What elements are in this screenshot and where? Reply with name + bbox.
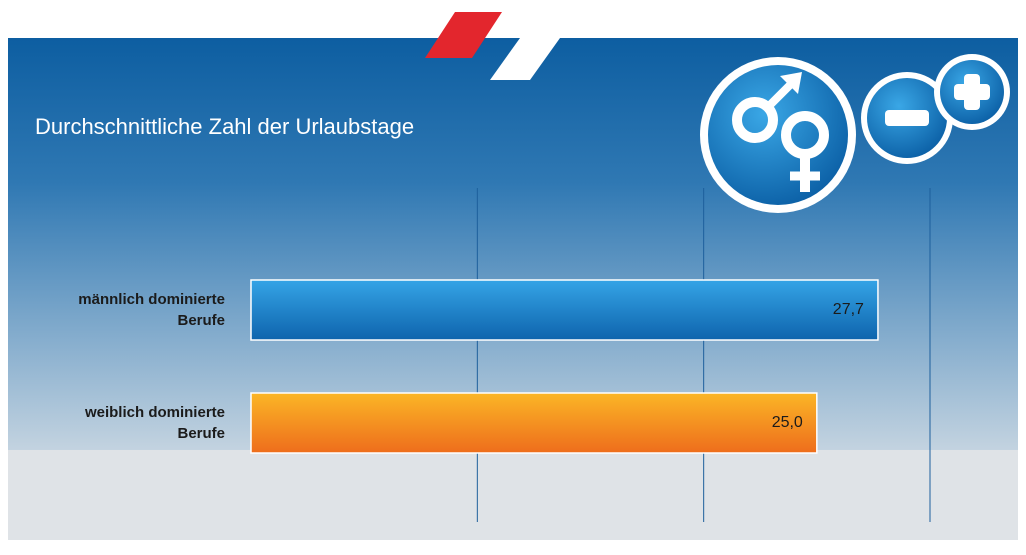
value-label: 25,0 (772, 414, 803, 431)
category-label: männlich dominierte Berufe (78, 291, 225, 329)
category-label: weiblich dominierte Berufe (84, 404, 225, 442)
bar (250, 279, 879, 341)
value-label: 27,7 (833, 301, 864, 318)
bar (250, 392, 818, 454)
panel-bottom (8, 450, 1018, 540)
chart-title: Durchschnittliche Zahl der Urlaubstage (35, 114, 414, 139)
red-slash (425, 12, 502, 58)
icon (700, 54, 1010, 213)
white-slash (490, 38, 560, 80)
